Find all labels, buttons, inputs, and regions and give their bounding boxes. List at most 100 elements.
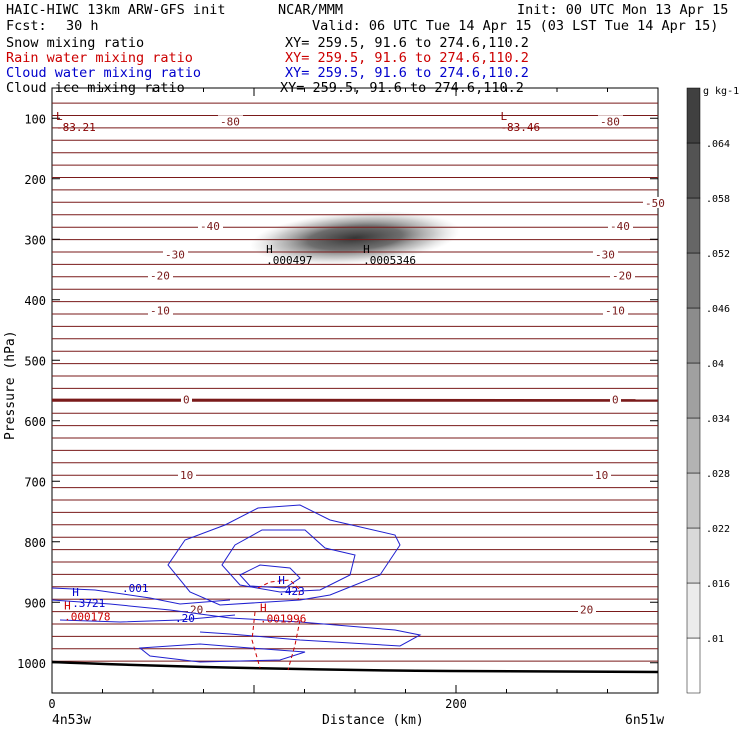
rain-water-contour bbox=[251, 611, 301, 671]
colorbar-label: .046 bbox=[706, 304, 730, 315]
cloud-water-low-contour-5 bbox=[138, 643, 306, 663]
isotherm-label-bg bbox=[608, 219, 633, 231]
y-tick-label: 200 bbox=[24, 173, 46, 187]
model-title: HAIC-HIWC 13km ARW-GFS init bbox=[6, 2, 226, 18]
isotherm-label: 10 bbox=[595, 469, 608, 482]
colorbar-label: .058 bbox=[706, 194, 730, 205]
y-tick-label: 500 bbox=[24, 354, 46, 368]
isotherm-label: 0 bbox=[612, 394, 619, 407]
extremum-mark: L bbox=[56, 110, 63, 123]
x-axis-label: Distance (km) bbox=[322, 713, 424, 728]
valid-time: Valid: 06 UTC Tue 14 Apr 15 (03 LST Tue … bbox=[312, 18, 719, 34]
isotherm-label-bg bbox=[218, 115, 243, 127]
isotherm-label: -20 bbox=[150, 270, 170, 283]
isotherm-label-bg bbox=[578, 603, 596, 615]
isotherm-label: -30 bbox=[165, 248, 185, 261]
extremum-value: .3721 bbox=[72, 597, 105, 610]
legend-rain-xy: XY= 259.5, 91.6 to 274.6,110.2 bbox=[285, 50, 529, 66]
extremum-value: -83.21 bbox=[56, 121, 96, 134]
extremum-value: .423 bbox=[278, 585, 305, 598]
y-tick-label: 1000 bbox=[17, 657, 46, 671]
isotherm-label-bg bbox=[598, 115, 623, 127]
colorbar-segment bbox=[686, 197, 701, 254]
colorbar: .01 .016 .022 .028 .034 .04 .046 .052 .058 .064 bbox=[686, 87, 730, 694]
isotherm-label-bg bbox=[603, 304, 628, 316]
extremum-value: .000178 bbox=[64, 611, 110, 624]
isotherm-label-bg bbox=[643, 196, 668, 208]
isotherm-label-bg bbox=[593, 469, 611, 481]
isotherm-label-bg bbox=[610, 393, 621, 405]
cloud-water-core-contour bbox=[239, 564, 301, 589]
extremum-mark: H bbox=[72, 586, 79, 599]
extremum-mark: H bbox=[363, 243, 370, 256]
cloud-water-inner-contour bbox=[221, 529, 356, 593]
colorbar-label: .064 bbox=[706, 139, 730, 150]
isotherm-label-bg bbox=[178, 469, 196, 481]
colorbar-unit: g kg-1 bbox=[703, 86, 739, 97]
y-tick-label: 300 bbox=[24, 233, 46, 247]
legend-snow-name: Snow mixing ratio bbox=[6, 35, 145, 51]
colorbar-segment bbox=[686, 142, 701, 199]
colorbar-segment bbox=[686, 362, 701, 419]
x-start-label: 4n53w bbox=[52, 713, 91, 728]
x-end-label: 6n51w bbox=[625, 713, 664, 728]
extremum-value: .000497 bbox=[266, 254, 312, 267]
y-tick-label: 700 bbox=[24, 475, 46, 489]
forecast-value: 30 h bbox=[66, 18, 99, 34]
rain-water-contour-upper bbox=[257, 579, 301, 601]
colorbar-label: .052 bbox=[706, 249, 730, 260]
colorbar-label: .01 bbox=[706, 634, 724, 645]
extremum-mark: H bbox=[266, 243, 273, 256]
legend-snow-xy: XY= 259.5, 91.6 to 274.6,110.2 bbox=[285, 35, 529, 51]
init-time: Init: 00 UTC Mon 13 Apr 15 bbox=[517, 2, 729, 18]
freezing-level-line bbox=[51, 398, 659, 402]
cloud-water-low-contour-2 bbox=[51, 599, 231, 619]
cloud-water-low-contour-3 bbox=[59, 614, 236, 623]
cloud-water-contours bbox=[51, 504, 422, 663]
x-tick-label: 200 bbox=[445, 697, 467, 711]
isotherm-label: 20 bbox=[580, 604, 593, 617]
isotherm-label-bg bbox=[148, 269, 173, 281]
colorbar-segment bbox=[686, 637, 701, 694]
legend-rain-name: Rain water mixing ratio bbox=[6, 50, 193, 66]
colorbar-segment bbox=[686, 582, 701, 639]
colorbar-segment bbox=[686, 472, 701, 529]
isotherm-label-bg bbox=[181, 393, 192, 405]
colorbar-label: .016 bbox=[706, 579, 730, 590]
extremum-value: .001996 bbox=[260, 612, 306, 625]
colorbar-label: .034 bbox=[706, 414, 730, 425]
extremum-mark: H bbox=[64, 600, 71, 613]
colorbar-segment bbox=[686, 527, 701, 584]
plot-frame bbox=[51, 87, 659, 694]
isotherm-label: -80 bbox=[600, 115, 620, 128]
y-axis-label: Pressure (hPa) bbox=[3, 330, 18, 440]
legend-cloudwater-name: Cloud water mixing ratio bbox=[6, 65, 202, 81]
temperature-contours: -80 -80 -50 -40 -40 -30 -30 -20 -20 -10 -10 0 0 10 10 2… bbox=[51, 102, 668, 662]
isotherm-label: -30 bbox=[595, 248, 615, 261]
legend-cloudwater-xy: XY= 259.5, 91.6 to 274.6,110.2 bbox=[285, 65, 529, 81]
cloud-water-low-contour-4 bbox=[199, 617, 422, 647]
extremum-value: -83.46 bbox=[500, 121, 540, 134]
isotherm-label: -10 bbox=[605, 305, 625, 318]
forecast-label: Fcst: bbox=[6, 18, 47, 34]
extremum-mark: H bbox=[260, 601, 267, 614]
colorbar-label: .04 bbox=[706, 359, 724, 370]
colorbar-segment bbox=[686, 307, 701, 364]
extremum-mark: L bbox=[500, 110, 507, 123]
extremum-mark: H bbox=[278, 574, 285, 587]
isotherm-label: -80 bbox=[220, 115, 240, 128]
isotherm-label: -50 bbox=[645, 197, 665, 210]
legend-cloudice-xy: XY= 259.5, 91.6 to 274.6,110.2 bbox=[280, 80, 524, 96]
x-tick-label: 0 bbox=[48, 697, 55, 711]
snow-mixing-shade bbox=[250, 211, 460, 265]
cloud-water-outer-contour bbox=[167, 504, 401, 606]
isotherm-label-bg bbox=[188, 603, 206, 615]
colorbar-segment bbox=[686, 417, 701, 474]
isotherm-label: -10 bbox=[150, 305, 170, 318]
isotherm-label: 0 bbox=[183, 394, 190, 407]
isotherm-label: 10 bbox=[180, 469, 193, 482]
cloud-water-label-1: .001 bbox=[122, 582, 149, 595]
legend-cloudice-name: Cloud ice mixing ratio bbox=[6, 80, 185, 96]
